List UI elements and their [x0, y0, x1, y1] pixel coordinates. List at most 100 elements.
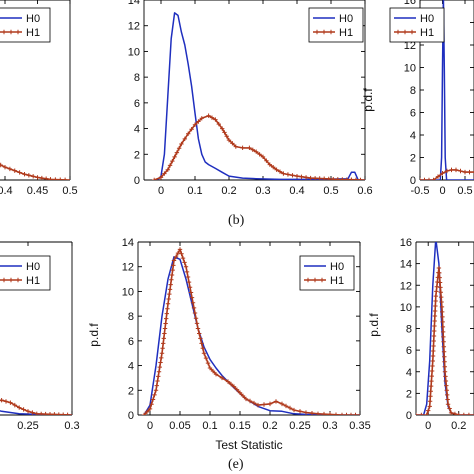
x-tick-label: -0.5 [411, 185, 430, 197]
h1-marker [12, 402, 17, 408]
h1-marker [436, 265, 442, 271]
h1-marker [52, 412, 57, 415]
h1-marker [264, 158, 269, 163]
h1-marker [290, 173, 295, 178]
h1-marker [283, 403, 289, 409]
h1-marker [30, 410, 35, 415]
h1-marker [179, 141, 184, 147]
x-tick-label: 0.1 [202, 420, 217, 432]
h1-marker [447, 406, 452, 411]
h1-marker [170, 158, 175, 164]
x-axis-label: Test Statistic [215, 438, 282, 452]
h1-marker [48, 177, 53, 180]
y-tick-label: 6 [128, 336, 134, 348]
h1-marker [152, 392, 157, 398]
h1-marker [461, 412, 467, 415]
x-tick-label: 0.3 [322, 420, 337, 432]
h1-marker [291, 407, 297, 413]
h1-marker [167, 163, 173, 168]
h1-marker [456, 412, 461, 415]
legend-marker [314, 29, 320, 35]
y-tick-label: 0 [406, 410, 412, 422]
h1-marker [247, 145, 252, 151]
caption-e: (e) [228, 457, 244, 472]
h1-marker [198, 336, 203, 341]
h1-marker [267, 401, 273, 407]
h1-marker [422, 177, 427, 180]
h1-marker [149, 401, 154, 407]
y-tick-label: 8 [406, 324, 412, 336]
x-tick-label: 0.5 [62, 185, 77, 197]
y-tick-label: 14 [122, 237, 134, 249]
h1-marker [431, 343, 436, 349]
h1-marker [440, 319, 445, 325]
h1-marker [53, 177, 58, 180]
legend-box [299, 255, 355, 291]
h1-marker [317, 176, 322, 180]
h1-marker [445, 397, 450, 402]
h1-marker [437, 275, 442, 280]
h1-marker [430, 358, 435, 364]
h1-marker [183, 264, 189, 269]
h1-marker [442, 369, 448, 374]
h1-marker [429, 373, 434, 379]
h1-marker [424, 412, 429, 415]
h1-marker [308, 175, 313, 180]
h1-marker [224, 134, 229, 139]
h1-marker [444, 383, 449, 388]
h1-marker [445, 401, 451, 407]
legend-label-h1: H1 [26, 275, 40, 287]
h1-marker [43, 176, 49, 180]
h1-marker [34, 411, 39, 415]
h1-marker [433, 303, 438, 309]
h1-marker [420, 177, 423, 180]
x-tick-label: 0.6 [357, 185, 372, 197]
h1-marker [428, 394, 433, 399]
y-tick-label: 2 [128, 385, 134, 397]
h1-marker [170, 267, 175, 273]
h1-marker [428, 383, 434, 389]
h1-marker [65, 412, 70, 415]
h1-marker [197, 331, 202, 336]
h1-marker [309, 410, 315, 415]
h1-marker [426, 177, 432, 180]
h1-marker [438, 290, 444, 295]
h1-marker [326, 176, 331, 180]
legend-marker [1, 29, 7, 35]
h1-marker [164, 316, 169, 321]
legend-label-h1: H1 [420, 27, 434, 39]
h1-marker [17, 405, 22, 410]
h1-marker [294, 173, 300, 179]
legend-label-h0: H0 [26, 13, 40, 25]
y-axis-label: p.d.f [367, 313, 381, 337]
legend-marker [1, 277, 7, 283]
h1-marker [429, 368, 435, 374]
h1-marker [432, 313, 438, 319]
x-tick-label: 0.4 [289, 185, 304, 197]
y-tick-label: 14 [128, 0, 140, 7]
y-tick-label: 6 [134, 98, 140, 110]
y-tick-label: 10 [122, 286, 134, 298]
h1-marker [189, 295, 195, 300]
h1-marker [315, 411, 321, 415]
legend-marker [8, 29, 14, 35]
plot-area [420, 0, 474, 180]
h1-marker [226, 137, 232, 143]
h1-marker [61, 412, 66, 415]
h1-marker [230, 141, 235, 146]
h1-marker [312, 176, 318, 180]
h1-marker [58, 177, 63, 180]
h1-marker [174, 150, 180, 155]
y-tick-label: 10 [404, 63, 416, 75]
h1-marker [430, 353, 436, 359]
h1-marker [257, 152, 262, 157]
h1-marker [154, 383, 159, 388]
h1-marker [180, 255, 186, 261]
series-line-h0 [143, 256, 360, 415]
h1-marker [152, 177, 157, 180]
y-tick-label: 0 [134, 175, 140, 187]
h1-marker [163, 321, 168, 326]
